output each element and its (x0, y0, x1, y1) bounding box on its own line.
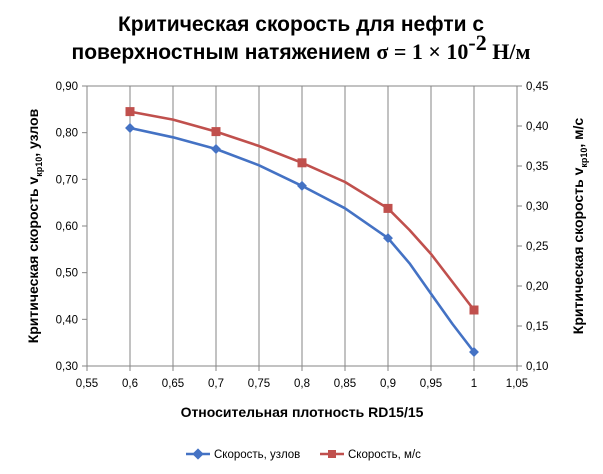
series-0-diamond-marker (297, 180, 307, 191)
series-1-square-marker (125, 107, 135, 117)
y-left-tick-label: 0,60 (56, 221, 78, 233)
series-1-square-marker (469, 305, 479, 315)
x-axis-label: Относительная плотность RD15/15 (181, 404, 424, 420)
x-axis-ticks: 0,55 0,6 0,65 0,7 0,75 0,8 0,85 0,9 0,95 1 1,05 (76, 366, 528, 390)
y-right-tick-label: 0,20 (526, 281, 548, 293)
x-tick-label: 1 (471, 378, 477, 390)
y-right-label-sub: кр10 (579, 148, 589, 168)
y-right-tick-label: 0,40 (526, 121, 548, 133)
y-right-label-main: Критическая скорость v (570, 167, 586, 334)
y-right-tick-label: 0,25 (526, 241, 548, 253)
y-left-tick-label: 0,30 (56, 361, 78, 373)
y-left-tick-label: 0,50 (56, 268, 78, 280)
chart-title-exponent: -2 (468, 30, 486, 55)
series-0-diamond-marker (125, 123, 135, 133)
x-tick-label: 0,6 (122, 378, 138, 390)
series-line-1 (128, 110, 476, 312)
legend-label-ms: Скорость, м/с (348, 449, 421, 461)
x-tick-label: 0,55 (76, 378, 98, 390)
chart-title-unit: Н/м (487, 39, 531, 64)
chart-title-formula: σ = 1 × 10 (376, 39, 468, 64)
y-left-label-rest: , узлов (25, 108, 41, 156)
series-0-diamond-marker (469, 347, 479, 357)
y-right-tick-label: 0,35 (526, 161, 548, 173)
series-1-square-marker (211, 127, 221, 137)
y-right-tick-label: 0,10 (526, 361, 548, 373)
y-left-tick-label: 0,40 (56, 314, 78, 326)
y-left-axis-ticks: 0,30 0,40 0,50 0,60 0,70 0,80 0,90 (56, 81, 87, 373)
legend-marker-knots (192, 448, 204, 460)
chart-title-line1: Критическая скорость для нефти с (118, 13, 484, 36)
series-0-diamond-marker (383, 233, 393, 244)
x-tick-label: 0,65 (162, 378, 184, 390)
y-left-label-main: Критическая скорость v (25, 177, 41, 344)
x-tick-label: 0,75 (248, 378, 270, 390)
y-right-tick-label: 0,30 (526, 201, 548, 213)
x-tick-label: 0,8 (294, 378, 310, 390)
y-left-tick-label: 0,70 (56, 174, 78, 186)
y-left-label-sub: кр10 (34, 157, 44, 177)
series-line-0 (128, 126, 476, 354)
legend-marker-ms (328, 450, 336, 458)
x-tick-label: 0,7 (208, 378, 224, 390)
y-right-axis-ticks: 0,10 0,15 0,20 0,25 0,30 0,35 0,40 0,45 (517, 81, 548, 373)
chart-title-line2: поверхностным натяжением σ = 1 × 10-2 Н/… (72, 30, 531, 64)
series-layer (125, 107, 479, 357)
chart-title-line2-main: поверхностным натяжением (72, 41, 377, 64)
series-1-square-marker (383, 203, 393, 213)
y-right-tick-label: 0,15 (526, 321, 548, 333)
y-right-label-rest: , м/с (570, 118, 586, 148)
y-left-axis-label: Критическая скорость vкр10, узлов (25, 108, 44, 343)
y-right-axis-label: Критическая скорость vкр10, м/с (570, 118, 589, 335)
x-tick-label: 1,05 (506, 378, 528, 390)
legend-label-knots: Скорость, узлов (214, 449, 300, 461)
y-right-tick-label: 0,45 (526, 81, 548, 93)
x-tick-label: 0,9 (380, 378, 396, 390)
x-tick-label: 0,85 (334, 378, 356, 390)
y-left-tick-label: 0,90 (56, 81, 78, 93)
y-left-tick-label: 0,80 (56, 128, 78, 140)
x-tick-label: 0,95 (420, 378, 442, 390)
series-1-square-marker (297, 158, 307, 168)
series-0-diamond-marker (211, 144, 221, 154)
legend: Скорость, узлов Скорость, м/с (186, 448, 421, 461)
